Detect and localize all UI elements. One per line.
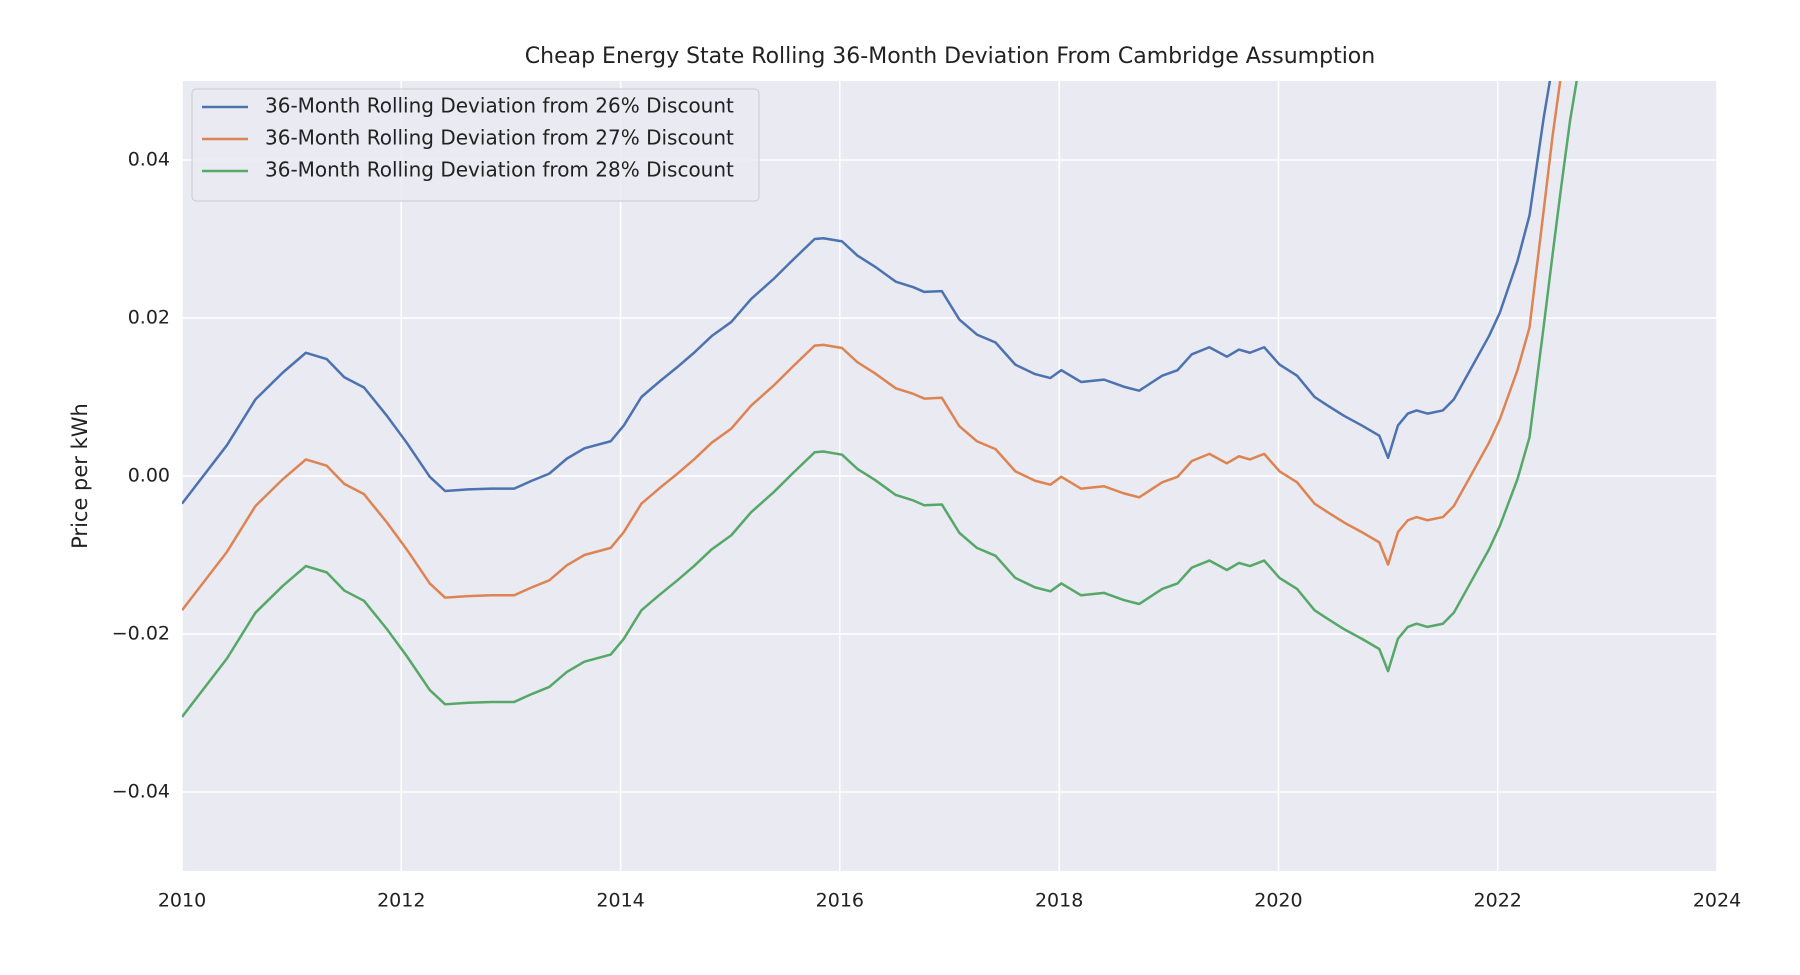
grid: [181, 81, 1718, 871]
x-tick-label: 2012: [377, 890, 425, 912]
x-tick-label: 2024: [1693, 890, 1741, 912]
series-line: [182, 81, 1578, 718]
lines: [182, 81, 1578, 718]
legend-label: 36-Month Rolling Deviation from 28% Disc…: [265, 158, 734, 182]
series-line: [182, 81, 1562, 612]
legend: 36-Month Rolling Deviation from 26% Disc…: [191, 88, 760, 202]
chart-title: Cheap Energy State Rolling 36-Month Devi…: [525, 44, 1375, 69]
x-tick-label: 2018: [1035, 890, 1083, 912]
y-tick-label: 0.00: [128, 465, 170, 487]
y-axis-label: Price per kWh: [68, 403, 92, 549]
x-tick-label: 2010: [158, 890, 206, 912]
x-tick-label: 2022: [1474, 890, 1522, 912]
ticks: 2010 2012 2014 2016 2018 2020 2022 2024 −0.04 −0.…: [112, 149, 1741, 912]
x-tick-label: 2014: [596, 890, 644, 912]
y-tick-label: −0.04: [112, 781, 170, 803]
y-tick-label: 0.02: [128, 307, 170, 329]
series-line: [182, 81, 1552, 505]
y-tick-label: −0.02: [112, 623, 170, 645]
legend-box: [191, 88, 760, 202]
y-tick-label: 0.04: [128, 149, 170, 171]
legend-label: 36-Month Rolling Deviation from 26% Disc…: [265, 94, 734, 118]
x-tick-label: 2020: [1254, 890, 1302, 912]
legend-label: 36-Month Rolling Deviation from 27% Disc…: [265, 126, 734, 150]
x-tick-label: 2016: [816, 890, 864, 912]
